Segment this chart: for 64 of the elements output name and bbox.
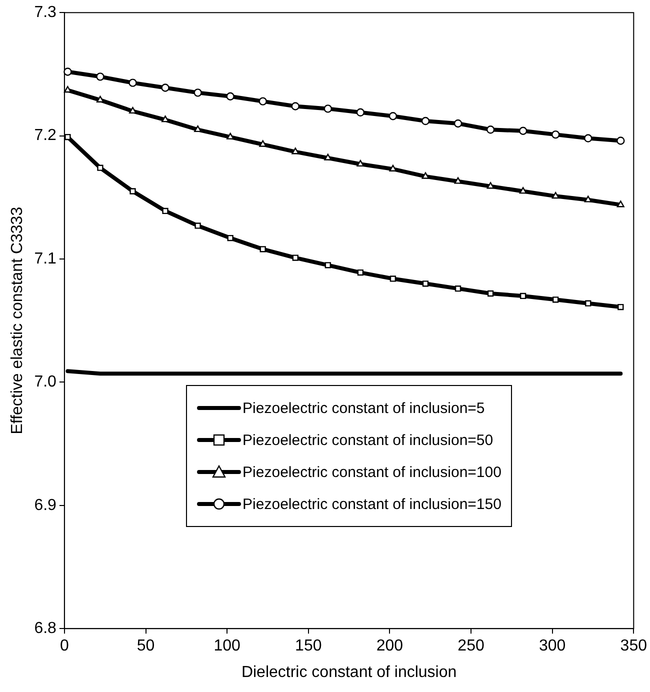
- legend-label: Piezoelectric constant of inclusion=5: [242, 400, 485, 417]
- point: [616, 200, 624, 208]
- x-tick-label: 200: [376, 638, 404, 655]
- point: [130, 188, 136, 194]
- y-axis-title: Effective elastic constant C3333: [9, 206, 26, 434]
- point: [64, 68, 72, 76]
- point: [486, 182, 494, 189]
- point: [194, 222, 201, 229]
- point: [422, 172, 430, 179]
- y-tick-label: 7.0: [34, 374, 57, 391]
- point: [552, 192, 560, 199]
- point: [258, 97, 267, 106]
- point: [454, 119, 462, 128]
- x-axis-title: Dielectric constant of inclusion: [241, 664, 457, 681]
- legend-label: Piezoelectric constant of inclusion=150: [242, 496, 502, 513]
- point: [422, 280, 429, 287]
- point: [390, 276, 396, 282]
- point: [194, 88, 202, 97]
- point: [97, 164, 104, 171]
- x-tick-label: 350: [620, 638, 648, 655]
- point: [486, 126, 495, 134]
- point: [454, 285, 462, 292]
- point: [421, 116, 430, 126]
- point: [552, 296, 559, 303]
- point: [519, 187, 527, 194]
- point: [292, 148, 300, 154]
- point: [292, 254, 298, 261]
- y-tick-label: 6.8: [34, 620, 57, 638]
- point: [585, 300, 592, 306]
- point: [551, 130, 560, 139]
- x-tick-label: 100: [214, 638, 241, 655]
- point: [227, 234, 234, 242]
- point: [584, 134, 592, 142]
- point: [618, 304, 624, 310]
- point: [518, 126, 528, 135]
- point: [520, 292, 526, 300]
- point: [324, 262, 331, 268]
- legend-label: Piezoelectric constant of inclusion=50: [242, 432, 494, 449]
- point: [161, 84, 170, 92]
- point: [324, 104, 332, 113]
- y-tick-label: 6.9: [34, 496, 57, 514]
- x-tick-label: 250: [458, 638, 484, 655]
- point: [584, 196, 592, 202]
- point: [487, 290, 494, 297]
- point: [356, 108, 365, 116]
- x-tick-label: 150: [295, 638, 322, 655]
- x-tick-label: 50: [136, 638, 155, 655]
- point: [162, 208, 168, 214]
- legend-label: Piezoelectric constant of inclusion=100: [242, 464, 502, 481]
- point: [64, 134, 71, 140]
- y-tick-label: 7.2: [34, 127, 57, 144]
- y-tick-label: 7.3: [34, 4, 57, 22]
- point: [128, 78, 137, 87]
- point: [616, 136, 625, 145]
- point: [357, 269, 364, 276]
- x-tick-label: 300: [538, 638, 566, 655]
- point: [260, 246, 266, 252]
- y-tick-label: 7.1: [34, 250, 57, 268]
- point: [96, 72, 104, 81]
- point: [291, 102, 300, 110]
- point: [388, 112, 398, 120]
- point: [454, 177, 462, 184]
- point: [226, 92, 234, 100]
- x-tick-label: 0: [60, 638, 69, 655]
